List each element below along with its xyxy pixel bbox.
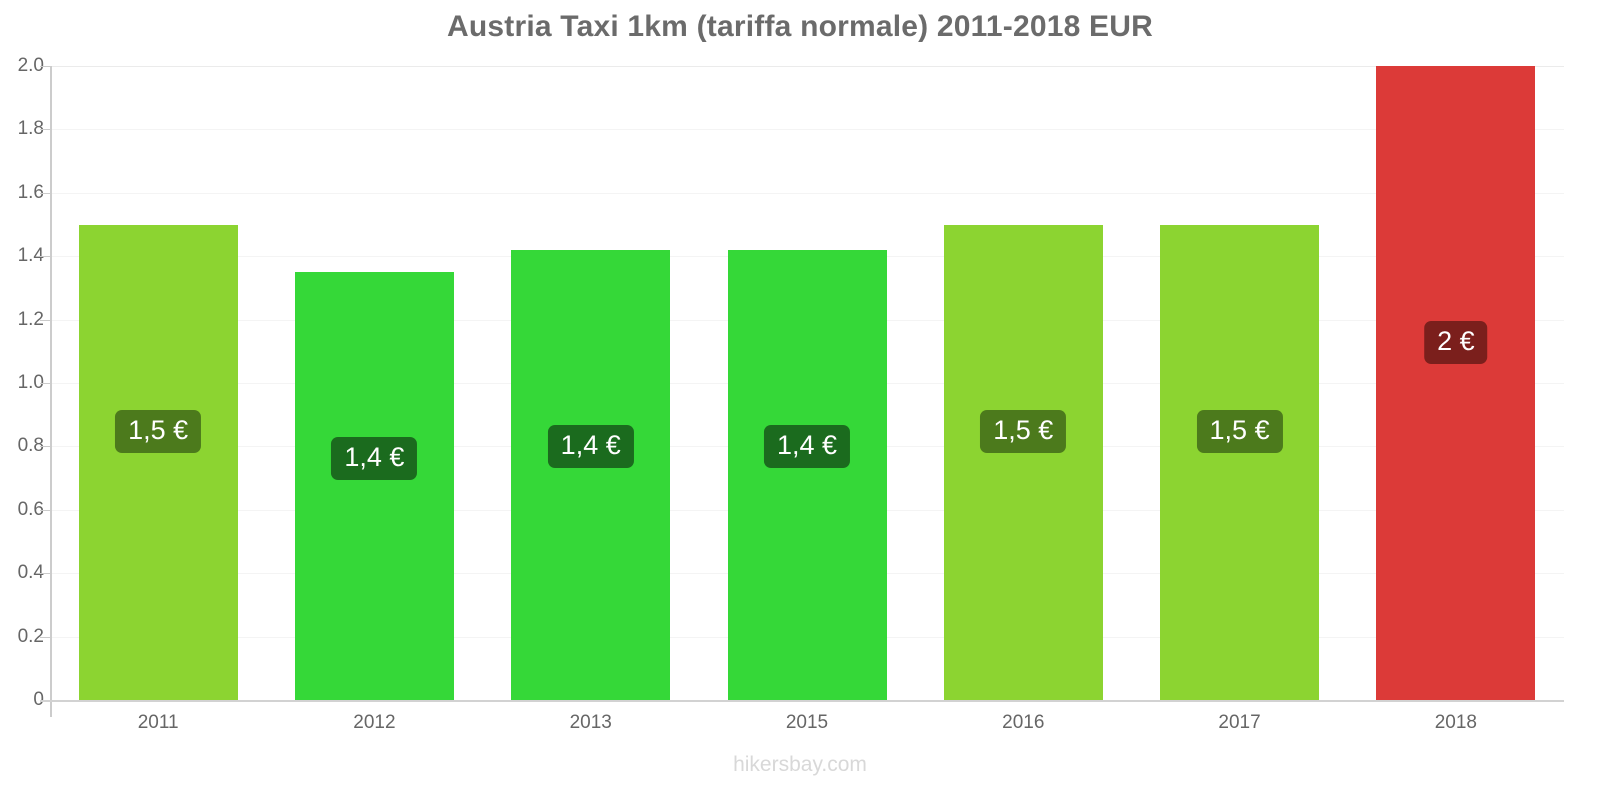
x-axis-tick-label: 2018 xyxy=(1434,712,1477,733)
gridline xyxy=(50,192,1564,194)
y-axis-tick-label: 2.0 xyxy=(17,55,44,76)
x-axis-tick-label: 2016 xyxy=(1002,712,1045,733)
bar-rect xyxy=(1160,224,1320,700)
y-axis-tick-mark xyxy=(40,573,50,575)
y-axis-tick-label: 0.2 xyxy=(17,625,44,647)
x-axis-tick-label: 2011 xyxy=(137,712,179,733)
y-axis-tick-mark xyxy=(40,446,50,448)
y-axis-tick-label: 1.0 xyxy=(17,372,44,393)
bar[interactable]: 1,5 € xyxy=(78,224,238,700)
bar-rect xyxy=(294,272,454,700)
bar-value-label: 2 € xyxy=(1424,320,1488,364)
y-axis-tick-mark xyxy=(40,129,50,131)
y-axis-tick-mark xyxy=(40,636,50,638)
y-axis-tick-mark xyxy=(40,66,50,67)
x-axis-tick-label: 2013 xyxy=(569,712,612,733)
bar[interactable]: 1,4 € xyxy=(294,272,454,700)
page-title: Austria Taxi 1km (tariffa normale) 2011-… xyxy=(446,10,1153,43)
y-axis-tick-mark xyxy=(40,319,50,321)
y-axis-tick-label: 0.4 xyxy=(17,562,44,584)
bar-value-label: 1,5 € xyxy=(980,410,1067,454)
y-axis-tick-label: 1.2 xyxy=(17,308,44,330)
bar-value-label: 1,4 € xyxy=(331,437,418,481)
y-axis-tick-label: 1.6 xyxy=(17,181,44,203)
y-axis-tick-label: 1.4 xyxy=(17,245,44,267)
gridline xyxy=(50,129,1564,131)
bar[interactable]: 1,5 € xyxy=(1160,224,1320,700)
y-axis-tick-label: 0 xyxy=(33,689,44,710)
y-axis-tick-label: 0.8 xyxy=(17,435,44,457)
source-watermark: hikersbay.com xyxy=(733,753,867,776)
bar-value-label: 1,4 € xyxy=(763,424,851,468)
gridline xyxy=(50,66,1564,67)
bar-value-label: 1,5 € xyxy=(1196,410,1283,454)
bar-rect xyxy=(511,249,671,700)
bar-rect xyxy=(727,249,887,700)
bar[interactable]: 1,5 € xyxy=(943,224,1103,700)
y-axis-tick-mark xyxy=(40,383,50,384)
y-axis-tick-mark xyxy=(40,256,50,258)
bar[interactable]: 2 € xyxy=(1376,66,1536,700)
y-axis-line xyxy=(50,66,52,717)
bar-rect xyxy=(1376,66,1536,700)
x-axis-tick-label: 2017 xyxy=(1218,712,1261,733)
y-axis-tick-label: 1.8 xyxy=(17,118,44,140)
y-axis-tick-mark xyxy=(40,509,50,511)
bar-rect xyxy=(78,224,238,700)
x-axis-tick-label: 2012 xyxy=(353,712,396,733)
plot-area: 1,5 € 1,4 € 1,4 € 1,4 € 1,5 € 1,5 € 2 € xyxy=(50,66,1564,700)
bar-value-label: 1,5 € xyxy=(115,410,202,454)
x-axis-tick-label: 2015 xyxy=(785,712,829,733)
x-axis-line xyxy=(40,700,1564,702)
bar[interactable]: 1,4 € xyxy=(511,249,671,700)
bar-rect xyxy=(943,224,1103,700)
y-axis-tick-label: 0.6 xyxy=(17,498,44,520)
bar-value-label: 1,4 € xyxy=(547,424,634,468)
y-axis-tick-mark xyxy=(40,192,50,194)
bar[interactable]: 1,4 € xyxy=(727,249,887,700)
